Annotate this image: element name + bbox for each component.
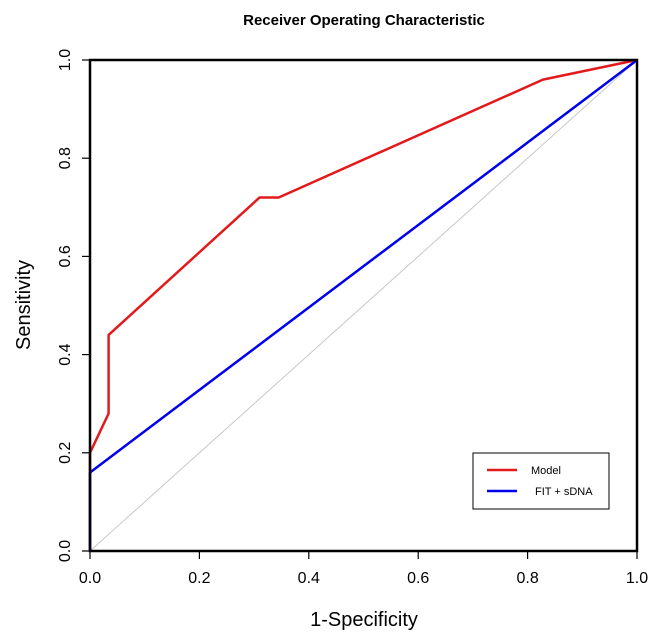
x-axis-label: 1-Specificity	[310, 609, 418, 631]
y-tick-label: 0.2	[57, 442, 74, 464]
series-line-model	[88, 58, 638, 551]
y-tick-label: 0.4	[57, 343, 74, 365]
reference-layer	[89, 59, 638, 552]
legend: Model FIT + sDNA	[472, 452, 610, 510]
y-tick-label: 0.0	[57, 540, 74, 562]
legend-box	[472, 452, 610, 510]
y-tick-label: 1.0	[57, 49, 74, 71]
x-tick-label: 1.0	[626, 570, 648, 587]
plot-frame	[88, 58, 639, 553]
x-tick-label: 0.6	[407, 570, 429, 587]
x-axis: 0.0 0.2 0.4 0.6 0.8 1.0	[79, 551, 648, 587]
x-tick-label: 0.8	[516, 570, 538, 587]
legend-label-fit-sdna: FIT + sDNA	[535, 486, 593, 498]
y-tick-label: 0.8	[57, 147, 74, 169]
y-axis: 0.0 0.2 0.4 0.6 0.8 1.0	[57, 49, 90, 562]
x-tick-label: 0.2	[188, 570, 210, 587]
chart-title: Receiver Operating Characteristic	[243, 12, 485, 29]
legend-label-model: Model	[531, 465, 561, 477]
x-tick-label: 0.0	[79, 570, 101, 587]
y-tick-label: 0.6	[57, 245, 74, 267]
y-axis-label: Sensitivity	[13, 260, 35, 350]
reference-diagonal	[89, 59, 638, 552]
x-tick-label: 0.4	[298, 570, 320, 587]
